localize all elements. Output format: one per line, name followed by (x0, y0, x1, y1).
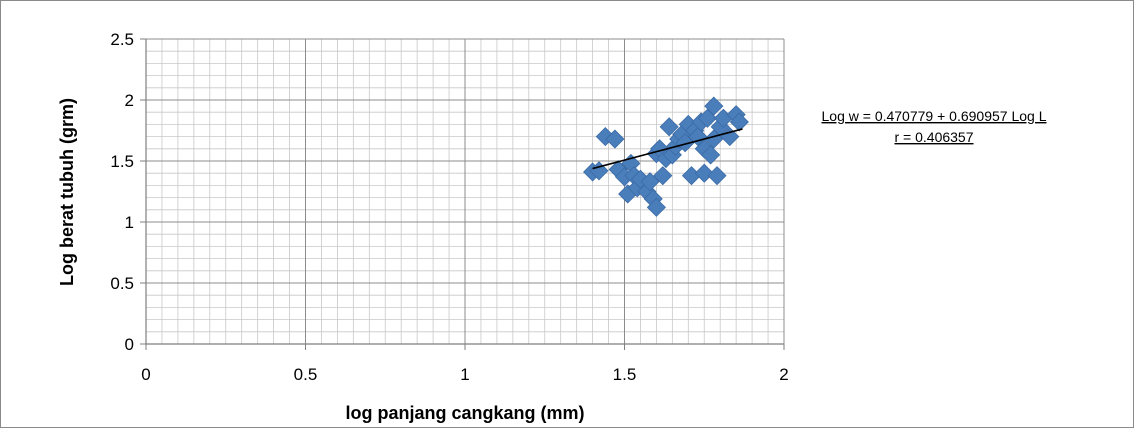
data-point (605, 129, 625, 149)
y-axis-title: Log berat tubuh (grm) (57, 98, 77, 286)
data-point (701, 145, 721, 165)
x-axis-title: log panjang cangkang (mm) (345, 403, 584, 423)
y-axis-tick-labels: 0 0.5 1 1.5 2 2.5 (110, 30, 134, 354)
y-tick-label: 2.5 (110, 30, 134, 49)
x-tick-label: 1.5 (613, 365, 637, 384)
axes (140, 38, 785, 350)
y-tick-label: 0 (125, 335, 134, 354)
data-point (729, 112, 749, 132)
data-points (583, 96, 749, 217)
trendline (592, 128, 743, 170)
data-point (659, 117, 679, 137)
data-point (707, 166, 727, 186)
data-point (653, 166, 673, 186)
gridlines (145, 38, 785, 345)
data-point (640, 172, 660, 192)
data-point (697, 108, 718, 128)
correlation-annotation: r = 0.406357 (894, 129, 973, 145)
y-tick-label: 1 (125, 213, 134, 232)
x-tick-label: 1 (460, 365, 469, 384)
y-tick-label: 1.5 (110, 152, 134, 171)
equation-annotation: Log w = 0.470779 + 0.690957 Log L (822, 108, 1047, 124)
x-tick-label: 2 (779, 365, 788, 384)
y-tick-label: 2 (125, 91, 134, 110)
data-point (704, 96, 724, 116)
data-point (646, 197, 666, 217)
x-axis-tick-labels: 0 0.5 1 1.5 2 (141, 365, 788, 384)
x-tick-label: 0 (141, 365, 150, 384)
x-tick-label: 0.5 (294, 365, 318, 384)
data-point (694, 163, 714, 183)
y-tick-label: 0.5 (110, 274, 134, 293)
data-point (675, 133, 695, 153)
